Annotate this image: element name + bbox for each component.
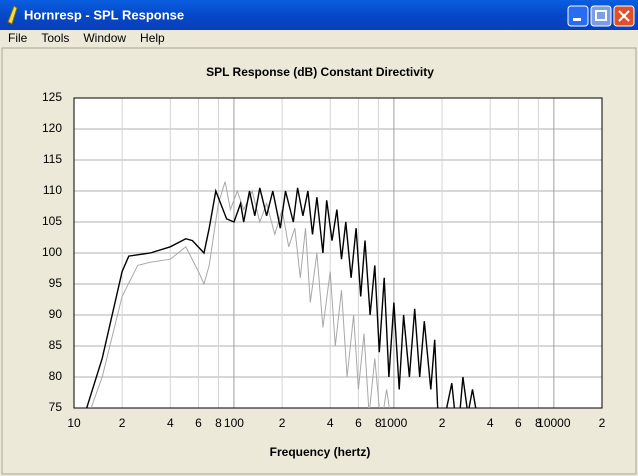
close-icon (618, 10, 630, 22)
menu-item[interactable]: Tools (41, 31, 69, 45)
x-tick-label: 4 (327, 416, 334, 430)
window-title: Hornresp - SPL Response (24, 7, 184, 22)
y-tick-label: 110 (43, 183, 62, 197)
x-tick-label: 1000 (381, 416, 408, 430)
x-tick-label: 6 (195, 416, 202, 430)
x-tick-label: 4 (167, 416, 174, 430)
x-tick-label: 10000 (537, 416, 571, 430)
menu-item[interactable]: Help (140, 31, 165, 45)
x-tick-label: 100 (224, 416, 244, 430)
app-icon (7, 5, 18, 25)
x-tick-label: 2 (439, 416, 446, 430)
x-tick-label: 4 (487, 416, 494, 430)
spl-line (86, 187, 487, 408)
minimize-button[interactable] (567, 5, 589, 27)
chart-title: SPL Response (dB) Constant Directivity (206, 65, 434, 79)
x-tick-label: 8 (215, 416, 222, 430)
x-tick-label: 2 (119, 416, 126, 430)
maximize-icon (595, 10, 607, 21)
y-tick-label: 90 (49, 307, 63, 321)
maximize-button[interactable] (590, 5, 612, 27)
y-tick-label: 120 (42, 121, 62, 135)
x-tick-label: 6 (515, 416, 522, 430)
y-tick-label: 85 (49, 338, 63, 352)
y-tick-label: 125 (42, 90, 62, 104)
minimize-icon (573, 18, 581, 21)
x-tick-label: 2 (279, 416, 286, 430)
y-tick-label: 105 (42, 214, 62, 228)
y-tick-label: 75 (49, 400, 63, 414)
menu-bar: File Tools Window Help (8, 31, 165, 45)
y-tick-label: 100 (42, 245, 62, 259)
menu-item[interactable]: File (8, 31, 28, 45)
plot-frame (73, 97, 603, 409)
y-tick-label: 95 (49, 276, 63, 290)
lines (86, 181, 487, 408)
title-bar (0, 0, 638, 30)
x-tick-label: 2 (599, 416, 606, 430)
y-tick-label: 80 (49, 369, 63, 383)
y-tick-label: 115 (43, 152, 62, 166)
x-axis-label: Frequency (hertz) (270, 445, 371, 459)
x-tick-label: 8 (375, 416, 382, 430)
x-tick-label: 6 (355, 416, 362, 430)
x-tick-label: 10 (67, 416, 81, 430)
menu-item[interactable]: Window (83, 31, 126, 45)
spl-line (90, 181, 390, 408)
x-tick-label: 8 (535, 416, 542, 430)
